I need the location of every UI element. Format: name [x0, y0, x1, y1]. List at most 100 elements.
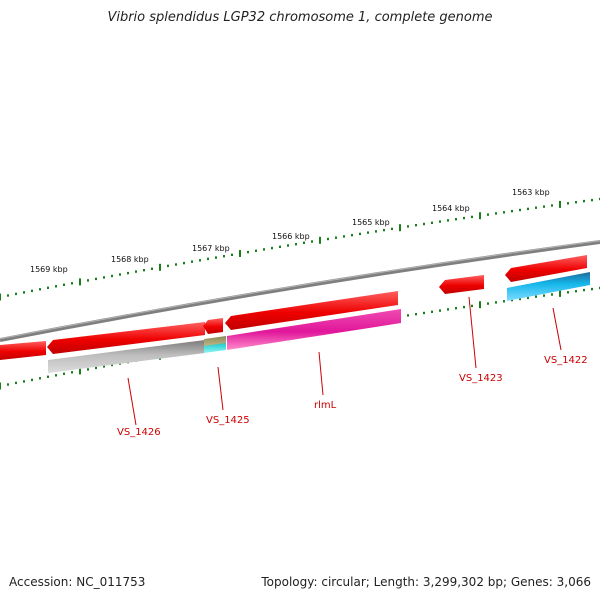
gene-label-vs1423[interactable]: VS_1423: [459, 373, 503, 384]
minor-tick: [583, 199, 585, 203]
minor-tick: [455, 218, 457, 221]
minor-tick: [7, 383, 9, 386]
major-tick: [159, 263, 161, 271]
minor-tick: [47, 286, 49, 289]
cds-arrow[interactable]: [505, 255, 587, 282]
minor-tick: [47, 375, 49, 378]
minor-tick: [415, 224, 417, 227]
genome-stats-text: Topology: circular; Length: 3,299,302 bp…: [261, 575, 591, 589]
minor-tick: [439, 220, 441, 223]
cds-arrow[interactable]: [0, 341, 46, 360]
major-tick: [479, 212, 481, 220]
minor-tick: [431, 310, 433, 313]
minor-tick: [151, 267, 153, 270]
gene-labels: VS_1426 VS_1425 rlmL VS_1423 VS_1422: [117, 355, 588, 438]
minor-tick: [567, 202, 569, 205]
minor-tick: [335, 236, 337, 239]
minor-tick: [375, 230, 377, 233]
minor-tick: [351, 233, 353, 237]
gene-label-vs1425[interactable]: VS_1425: [206, 415, 250, 426]
minor-tick: [519, 208, 521, 212]
kbp-label: 1569 kbp: [30, 265, 68, 274]
kbp-label: 1563 kbp: [512, 188, 550, 197]
minor-tick: [183, 261, 185, 265]
cds-arrow[interactable]: [439, 275, 484, 294]
minor-tick: [575, 201, 577, 204]
minor-tick: [7, 294, 9, 297]
minor-tick: [55, 374, 57, 377]
minor-tick: [567, 291, 569, 294]
minor-tick: [471, 304, 473, 308]
minor-tick: [103, 365, 105, 368]
gene-label-vs1422[interactable]: VS_1422: [544, 355, 588, 366]
kbp-label: 1564 kbp: [432, 204, 470, 213]
minor-tick: [495, 301, 497, 304]
minor-tick: [31, 289, 33, 293]
minor-tick: [383, 228, 385, 232]
minor-tick: [23, 380, 25, 383]
cds-arrow[interactable]: [225, 291, 398, 330]
major-tick: [479, 301, 481, 309]
minor-tick: [431, 221, 433, 224]
minor-tick: [231, 253, 233, 256]
minor-tick: [191, 260, 193, 263]
minor-tick: [551, 204, 553, 207]
gene-feature-teal[interactable]: [204, 343, 226, 353]
minor-tick: [71, 282, 73, 285]
minor-tick: [495, 212, 497, 215]
minor-tick: [31, 378, 33, 382]
major-tick: [399, 224, 401, 232]
minor-tick: [279, 245, 281, 248]
gene-label-vs1426[interactable]: VS_1426: [117, 427, 161, 438]
major-tick: [559, 289, 561, 297]
kbp-label: 1565 kbp: [352, 218, 390, 227]
minor-tick: [463, 216, 465, 220]
cds-arrow[interactable]: [47, 322, 205, 354]
minor-tick: [455, 307, 457, 310]
accession-text: Accession: NC_011753: [9, 575, 146, 589]
minor-tick: [503, 300, 505, 303]
minor-tick: [439, 309, 441, 312]
minor-tick: [247, 250, 249, 254]
minor-tick: [543, 294, 545, 297]
major-tick: [319, 236, 321, 244]
minor-tick: [95, 277, 97, 281]
minor-tick: [175, 263, 177, 266]
minor-tick: [415, 313, 417, 316]
minor-tick: [143, 269, 145, 272]
minor-tick: [271, 246, 273, 250]
gene-label-rlml[interactable]: rlmL: [314, 400, 337, 411]
minor-tick: [487, 302, 489, 305]
minor-tick: [423, 311, 425, 315]
minor-tick: [367, 231, 369, 234]
minor-tick: [167, 264, 169, 268]
cds-arrow[interactable]: [203, 318, 223, 334]
minor-tick: [535, 206, 537, 209]
outer-tick-ruler: [0, 197, 600, 301]
minor-tick: [407, 225, 409, 228]
minor-tick: [215, 256, 217, 259]
gene-feature-gray[interactable]: [48, 340, 205, 373]
minor-tick: [287, 244, 289, 247]
gene-feature-magenta[interactable]: [227, 309, 401, 350]
minor-tick: [511, 209, 513, 213]
minor-tick: [543, 205, 545, 208]
minor-tick: [55, 285, 57, 288]
minor-tick: [63, 372, 65, 375]
minor-tick: [15, 292, 17, 296]
minor-tick: [95, 366, 97, 370]
minor-tick: [207, 257, 209, 261]
map-title: Vibrio splendidus LGP32 chromosome 1, co…: [107, 10, 493, 25]
minor-tick: [63, 283, 65, 286]
gene-feature-cyan[interactable]: [507, 272, 590, 301]
label-leaders: [127, 296, 562, 426]
minor-tick: [527, 207, 529, 211]
kbp-label: 1567 kbp: [192, 244, 230, 253]
minor-tick: [511, 298, 513, 302]
minor-tick: [591, 198, 593, 202]
major-tick: [79, 278, 81, 286]
minor-tick: [255, 249, 257, 252]
genome-backbone: [0, 240, 600, 342]
feature-track: [48, 272, 590, 373]
